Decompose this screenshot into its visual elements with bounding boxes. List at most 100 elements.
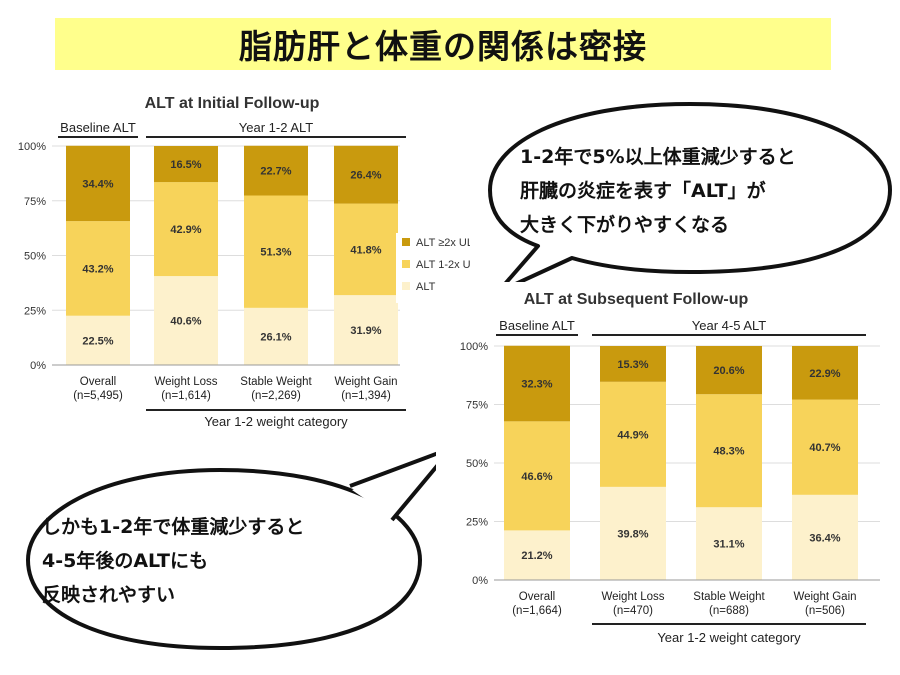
legend-label: ALT 1-2x ULN [416,259,470,271]
bar-segment [244,307,308,365]
y-tick-label: 25% [24,305,46,317]
x-category-n: (n=1,394) [341,390,391,402]
bar-data-label: 44.9% [617,429,648,441]
bar-segment [244,145,308,196]
bar-segment [504,530,570,580]
y-tick-label: 50% [466,458,488,470]
bar-segment [504,345,570,422]
x-category-label: Weight Gain [793,591,856,603]
y-tick-label: 50% [24,251,46,263]
x-category-n: (n=5,495) [73,390,123,402]
bar-data-label: 15.3% [617,359,648,371]
chart-initial-follow-up: ALT at Initial Follow-up Baseline ALT Year… [0,88,504,433]
x-category-n: (n=506) [805,605,845,617]
bar-data-label: 22.9% [809,368,840,380]
chart-title: ALT at Initial Follow-up [145,95,320,112]
x-category-label: Weight Loss [601,591,664,603]
group-label-followup: Year 4-5 ALT [692,318,766,333]
bar-data-label: 42.9% [170,224,201,236]
bar-segment [696,507,762,580]
group-label-baseline: Baseline ALT [499,318,575,333]
bar-data-label: 36.4% [809,532,840,544]
y-tick-label: 100% [460,341,488,353]
bar-data-label: 22.7% [260,166,291,178]
bubble-top-shape [488,102,892,294]
bar-data-label: 41.8% [350,244,381,256]
bar-data-label: 40.6% [170,316,201,328]
bar-segment [792,494,858,580]
bar-segment [696,394,762,508]
y-tick-label: 0% [30,360,46,372]
group-label-followup: Year 1-2 ALT [239,120,313,135]
x-category-n: (n=2,269) [251,390,301,402]
bar-segment [66,315,130,365]
bar-data-label: 40.7% [809,442,840,454]
bar-data-label: 16.5% [170,159,201,171]
y-tick-label: 75% [466,400,488,412]
bar-data-label: 48.3% [713,446,744,458]
page-title: 脂肪肝と体重の関係は密接 [239,27,647,66]
title-banner: 脂肪肝と体重の関係は密接 [55,18,831,70]
x-axis-title: Year 1-2 weight category [657,630,801,645]
y-tick-label: 100% [18,141,46,153]
bar-segment [334,295,398,365]
group-label-baseline: Baseline ALT [60,120,136,135]
legend-label: ALT ≥2x ULN [416,237,470,249]
bubble-top-line: 肝臓の炎症を表す「ALT」が [520,180,766,202]
bubble-bottom-text: しかも1-2年で体重減少すると 4-5年後のALTにも 反映されやすい [42,510,422,612]
bar-segment [66,221,130,316]
bar-data-label: 32.3% [521,379,552,391]
bar-segment [600,346,666,382]
bubble-bottom-tail-cover [352,452,446,516]
bar-data-label: 31.9% [350,325,381,337]
bar-segment [600,486,666,580]
bar-segment [154,182,218,277]
bar-data-label: 26.1% [260,331,291,343]
bar-segment [334,203,398,296]
bar-data-label: 22.5% [82,335,113,347]
bubble-top-line: 大きく下がりやすくなる [520,214,730,236]
bar-data-label: 39.8% [617,528,648,540]
bar-data-label: 20.6% [713,365,744,377]
bar-segment [792,346,858,400]
bar-segment [792,399,858,495]
x-category-n: (n=1,614) [161,390,211,402]
y-tick-label: 25% [466,517,488,529]
bar-segment [334,145,398,204]
bar-segment [244,195,308,308]
bar-data-label: 34.4% [82,178,113,190]
bar-segment [66,145,130,222]
bar-data-label: 26.4% [350,170,381,182]
bar-segment [600,381,666,487]
legend-swatch [402,260,410,268]
bar-segment [504,421,570,531]
x-category-n: (n=688) [709,605,749,617]
bar-segment [154,276,218,365]
bar-segment [696,346,762,395]
chart-subsequent-follow-up: ALT at Subsequent Follow-up Baseline ALT Y… [436,282,886,662]
x-category-label: Weight Gain [334,376,397,388]
bar-data-label: 31.1% [713,539,744,551]
x-category-label: Overall [80,376,116,388]
bubble-top-text: 1-2年で5%以上体重減少すると 肝臓の炎症を表す「ALT」が 大きく下がりやす… [520,140,880,242]
bar-data-label: 51.3% [260,247,291,259]
bubble-top-line: 1-2年で5%以上体重減少すると [520,146,796,168]
y-tick-label: 0% [472,575,488,587]
bar-data-label: 46.6% [521,471,552,483]
chart-title: ALT at Subsequent Follow-up [524,291,749,308]
x-category-n: (n=1,664) [512,605,562,617]
bar-segment [154,146,218,183]
chart-initial-svg: ALT at Initial Follow-up Baseline ALT Year… [18,95,504,429]
x-axis-title: Year 1-2 weight category [204,414,348,429]
x-category-label: Stable Weight [240,376,312,388]
y-tick-label: 75% [24,196,46,208]
bar-data-label: 21.2% [521,550,552,562]
x-category-label: Overall [519,591,555,603]
bar-data-label: 43.2% [82,263,113,275]
x-category-label: Stable Weight [693,591,765,603]
legend-swatch [402,238,410,246]
legend-swatch [402,282,410,290]
chart-subsequent-svg: ALT at Subsequent Follow-up Baseline ALT Y… [460,291,880,645]
bubble-bottom-line: 4-5年後のALTにも [42,550,208,572]
